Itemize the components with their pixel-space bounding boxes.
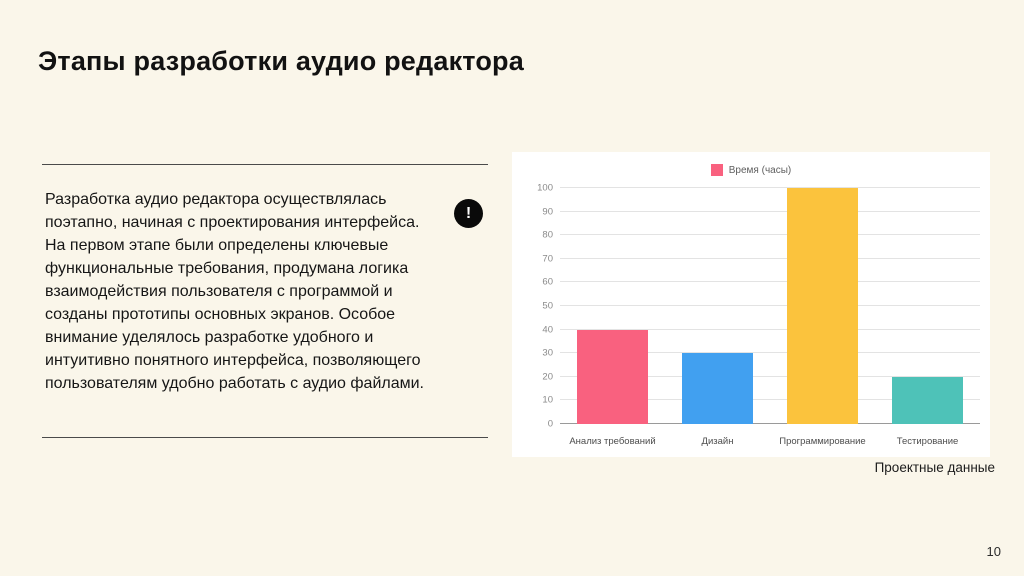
legend-swatch [710, 164, 723, 176]
gridline [560, 210, 980, 212]
x-axis-label: Программирование [779, 436, 866, 447]
bar-column [665, 188, 770, 424]
bars [560, 188, 980, 424]
body-text: Разработка аудио редактора осуществлялас… [45, 191, 424, 392]
bar [786, 188, 859, 424]
gridline [560, 352, 980, 354]
y-axis-tick-label: 60 [542, 276, 553, 288]
chart-legend: Время (часы) [512, 164, 990, 176]
y-axis-tick-label: 100 [537, 182, 553, 194]
gridline [560, 187, 980, 188]
chart-caption: Проектные данные [874, 460, 995, 475]
gridline [560, 328, 980, 330]
gridline [560, 375, 980, 377]
bar-column [770, 188, 875, 424]
divider-line-bottom [42, 437, 488, 438]
bar [681, 353, 754, 424]
page-number: 10 [986, 544, 1001, 559]
exclamation-icon: ! [454, 199, 483, 228]
bar-chart: Время (часы) 0 10 20 30 40 50 60 70 80 90 100 Анал… [512, 152, 990, 457]
gridline [560, 399, 980, 401]
bar-column [875, 188, 980, 424]
y-axis-tick-label: 10 [542, 394, 553, 406]
bar [576, 329, 649, 424]
gridline [560, 423, 980, 424]
gridline [560, 281, 980, 283]
y-axis-tick-label: 30 [542, 347, 553, 359]
x-axis-labels: Анализ требований Дизайн Программирование Т… [560, 436, 980, 447]
x-axis-label: Тестирование [896, 436, 959, 447]
x-axis-label: Анализ требований [569, 436, 656, 447]
legend-label: Время (часы) [728, 164, 792, 176]
x-axis-label: Дизайн [701, 436, 734, 447]
y-axis-tick-label: 80 [542, 229, 553, 241]
y-axis-tick-label: 0 [547, 418, 553, 430]
divider-line-top [42, 164, 488, 165]
gridline [560, 305, 980, 306]
y-axis-tick-label: 70 [542, 253, 553, 265]
gridline [560, 257, 980, 259]
bar [891, 376, 964, 424]
y-axis-tick-label: 50 [542, 300, 553, 312]
page-title: Этапы разработки аудио редактора [38, 46, 524, 76]
gridline [560, 234, 980, 236]
y-axis-tick-label: 40 [542, 324, 553, 336]
bar-column [560, 188, 665, 424]
y-axis-tick-label: 20 [542, 371, 553, 383]
plot-area: 0 10 20 30 40 50 60 70 80 90 100 [537, 183, 980, 430]
y-axis-tick-label: 90 [542, 206, 553, 218]
